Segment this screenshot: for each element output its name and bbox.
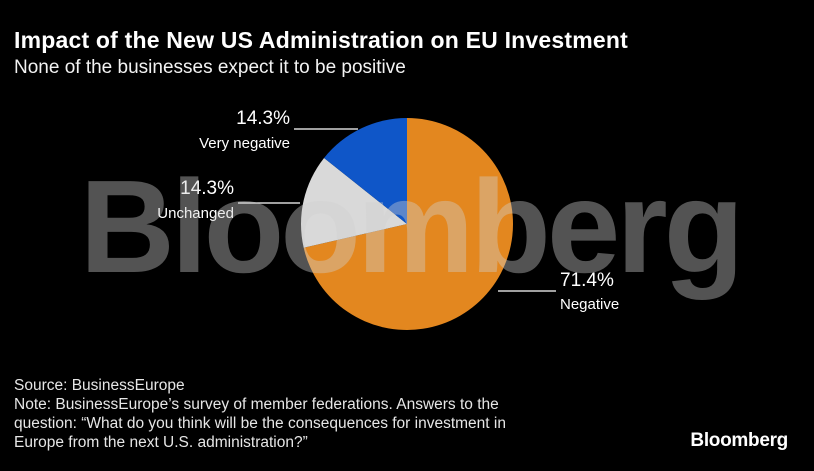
pie-slice-unchanged (301, 157, 407, 248)
pie-slices (301, 118, 513, 330)
slice-value-label: 14.3% (236, 108, 290, 129)
chart-footer: Source: BusinessEurope Note: BusinessEur… (14, 376, 654, 452)
slice-labels: 71.4% Negative 14.3% Unchanged 14.3% Very neg… (157, 108, 619, 313)
note-line: Europe from the next U.S. administration… (14, 434, 308, 451)
bloomberg-logo: Bloomberg (690, 430, 788, 451)
pie-slice-very-negative (324, 118, 407, 224)
slice-value-label: 71.4% (560, 270, 614, 291)
note-line: Note: BusinessEurope’s survey of member … (14, 396, 499, 413)
slice-value-label: 14.3% (180, 178, 234, 199)
pie-slice-negative (303, 118, 513, 330)
chart-title: Impact of the New US Administration on E… (14, 27, 629, 53)
slice-category-label: Very negative (199, 135, 290, 152)
source-note: Source: BusinessEurope (14, 377, 185, 394)
note-line: question: “What do you think will be the… (14, 415, 506, 432)
slice-category-label: Unchanged (157, 205, 234, 222)
chart-subtitle: None of the businesses expect it to be p… (14, 57, 406, 78)
slice-category-label: Negative (560, 296, 619, 313)
watermark: Bloomberg (80, 153, 741, 300)
label-leader-lines (238, 128, 556, 292)
